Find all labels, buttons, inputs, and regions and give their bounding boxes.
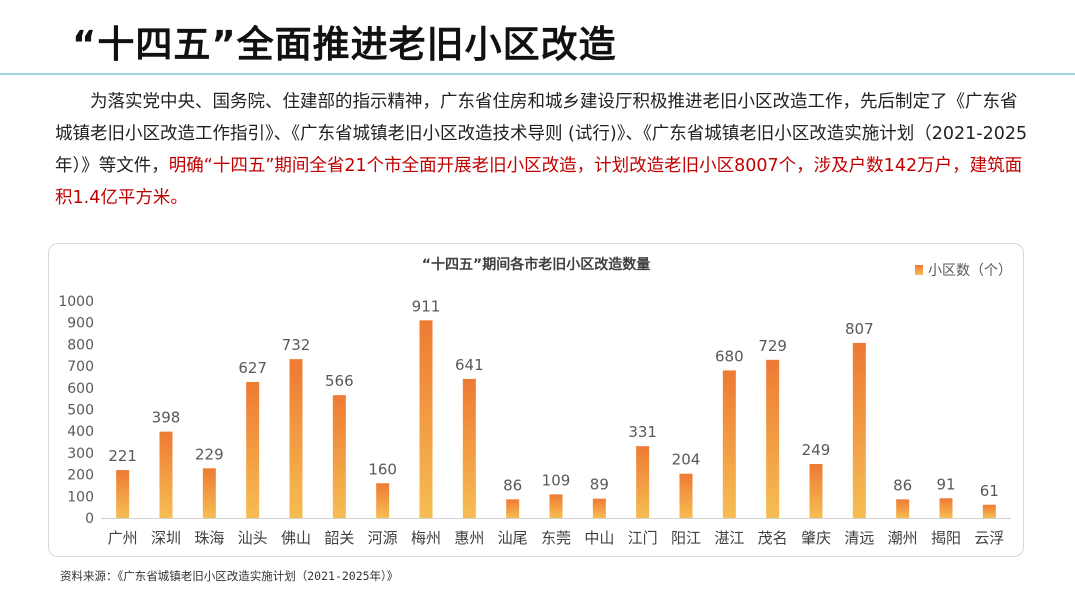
bar-江门 — [636, 446, 650, 518]
bar-珠海 — [202, 468, 216, 518]
data-label: 627 — [238, 359, 267, 377]
data-label: 61 — [980, 482, 999, 500]
data-label: 729 — [758, 337, 787, 355]
source-note: 资料来源：《广东省城镇老旧小区改造实施计划（2021-2025年）》 — [60, 569, 399, 583]
x-tick-label: 韶关 — [324, 529, 354, 547]
y-tick-label: 600 — [67, 381, 94, 397]
y-tick-label: 400 — [67, 424, 94, 440]
x-tick-label: 汕尾 — [498, 529, 528, 547]
data-label: 566 — [325, 372, 354, 390]
data-label: 86 — [893, 476, 912, 494]
data-label: 229 — [195, 445, 224, 463]
data-label: 732 — [282, 336, 311, 354]
bar-湛江 — [722, 370, 736, 518]
y-tick-label: 1000 — [58, 294, 94, 310]
bar-深圳 — [159, 431, 173, 518]
x-tick-label: 河源 — [368, 529, 398, 547]
y-tick-label: 0 — [85, 511, 94, 527]
bar-肇庆 — [809, 463, 823, 518]
x-tick-label: 云浮 — [974, 529, 1004, 547]
x-tick-label: 东莞 — [541, 529, 571, 547]
x-tick-label: 肇庆 — [801, 529, 831, 547]
bar-chart: “十四五”期间各市老旧小区改造数量 小区数（个） 0 100 200 300 400 50… — [58, 256, 1012, 547]
y-tick-label: 100 — [67, 489, 94, 505]
bar-茂名 — [766, 359, 780, 518]
intro-text: 为落实党中央、国务院、住建部的指示精神，广东省住房和城乡建设厅积极推进老旧小区改… — [55, 92, 1028, 176]
page-title: “十四五”全面推进老旧小区改造 — [72, 23, 617, 66]
bar-河源 — [376, 483, 390, 518]
data-label: 160 — [368, 460, 397, 478]
chart-panel: “十四五”期间各市老旧小区改造数量 小区数（个） 0 100 200 300 400 50… — [48, 243, 1024, 557]
data-label: 221 — [108, 447, 137, 465]
bar-云浮 — [982, 504, 996, 518]
intro-paragraph: 为落实党中央、国务院、住建部的指示精神，广东省住房和城乡建设厅积极推进老旧小区改… — [55, 86, 1030, 214]
bar-东莞 — [549, 494, 563, 518]
x-tick-label: 珠海 — [194, 529, 224, 547]
x-tick-label: 惠州 — [454, 529, 484, 547]
x-tick-label: 潮州 — [888, 529, 918, 547]
chart-title: “十四五”期间各市老旧小区改造数量 — [422, 256, 650, 273]
x-tick-label: 阳江 — [671, 529, 701, 547]
y-tick-label: 200 — [67, 468, 94, 484]
x-tick-label: 佛山 — [281, 529, 311, 547]
x-tick-label: 广州 — [108, 529, 138, 547]
bar-广州 — [116, 470, 130, 518]
data-label: 91 — [936, 475, 955, 493]
x-tick-label: 茂名 — [758, 529, 788, 547]
bar-惠州 — [462, 378, 476, 518]
y-tick-label: 900 — [67, 316, 94, 332]
y-tick-label: 300 — [67, 446, 94, 462]
bar-汕头 — [246, 381, 260, 518]
data-label: 807 — [845, 320, 874, 338]
data-label: 204 — [672, 451, 701, 469]
x-tick-label: 汕头 — [238, 529, 268, 547]
bar-佛山 — [289, 359, 303, 518]
x-tick-label: 梅州 — [411, 529, 441, 547]
data-label: 109 — [542, 471, 571, 489]
intro-highlight: 明确“十四五”期间全省21个市全面开展老旧小区改造，计划改造老旧小区8007个，… — [55, 156, 1023, 208]
data-label: 249 — [802, 441, 831, 459]
data-label: 398 — [152, 409, 181, 427]
bar-汕尾 — [506, 499, 520, 518]
data-label: 641 — [455, 356, 484, 374]
x-tick-label: 深圳 — [151, 529, 181, 547]
x-tick-label: 江门 — [628, 529, 658, 547]
data-label: 89 — [590, 476, 609, 494]
x-tick-label: 揭阳 — [931, 529, 961, 547]
bar-阳江 — [679, 473, 693, 518]
y-tick-label: 500 — [67, 403, 94, 419]
data-label: 331 — [628, 423, 657, 441]
x-tick-label: 清远 — [844, 529, 874, 547]
y-tick-label: 700 — [67, 359, 94, 375]
bar-清远 — [852, 342, 866, 518]
y-tick-label: 800 — [67, 337, 94, 353]
legend-swatch — [915, 265, 923, 275]
bar-梅州 — [419, 320, 433, 518]
x-tick-label: 中山 — [584, 529, 614, 547]
data-label: 680 — [715, 347, 744, 365]
bar-中山 — [592, 498, 606, 518]
bar-潮州 — [896, 499, 910, 518]
x-tick-label: 湛江 — [714, 529, 744, 547]
legend-label: 小区数（个） — [928, 263, 1012, 279]
bar-韶关 — [332, 395, 346, 518]
title-divider — [0, 73, 1075, 75]
data-label: 911 — [412, 297, 441, 315]
bar-揭阳 — [939, 498, 953, 518]
data-label: 86 — [503, 476, 522, 494]
